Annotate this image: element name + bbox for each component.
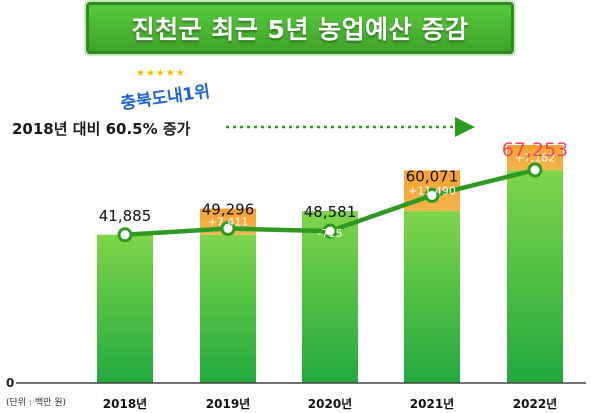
- chart-title: 진천군 최근 5년 농업예산 증감: [131, 15, 469, 44]
- bar: [404, 211, 460, 383]
- line-point: [424, 187, 440, 203]
- bar: [200, 234, 256, 383]
- comparison-text: 2018년 대비 60.5% 증가: [12, 120, 191, 138]
- bar: [507, 170, 563, 383]
- line-point: [220, 221, 236, 237]
- value-label: 41,885: [99, 207, 152, 225]
- bar: [302, 211, 358, 383]
- increase-label: +7,411: [208, 216, 249, 229]
- line-point: [117, 227, 133, 243]
- value-label: 48,581: [304, 203, 357, 221]
- line-point: [527, 162, 543, 178]
- bar: [97, 234, 153, 383]
- value-label: 49,296: [202, 201, 255, 219]
- x-tick-label: 2018년: [103, 397, 147, 411]
- title-banner: 진천군 최근 5년 농업예산 증감: [86, 2, 514, 54]
- value-label: 60,071: [406, 167, 459, 185]
- y-zero-label: 0: [6, 376, 14, 390]
- x-tick-label: 2022년: [513, 397, 557, 411]
- line-point: [322, 223, 338, 239]
- x-tick-label: 2019년: [206, 397, 250, 411]
- increase-label: +11,490: [408, 185, 456, 198]
- x-tick-label: 2020년: [308, 397, 352, 411]
- increase-label: -715: [318, 227, 343, 240]
- unit-note: (단위 : 백만 원): [6, 398, 67, 408]
- increase-label: +7,182: [515, 152, 556, 165]
- star-icons: ★★★★★: [136, 68, 186, 79]
- value-label: 67,253: [502, 139, 568, 161]
- x-tick-label: 2021년: [410, 397, 454, 411]
